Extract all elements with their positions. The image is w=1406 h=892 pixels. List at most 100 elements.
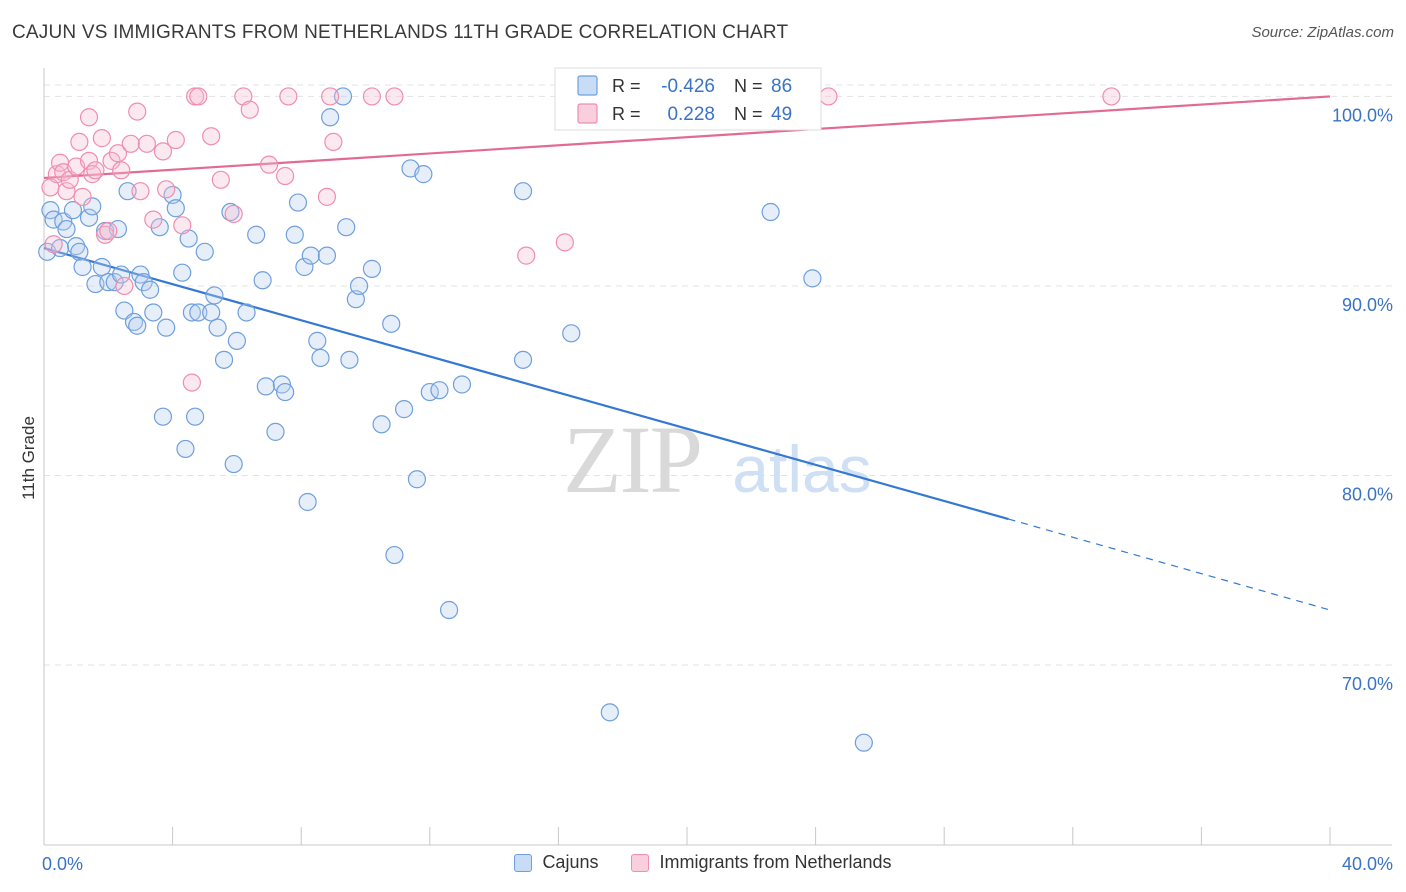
point-cajuns	[803, 269, 822, 288]
trend-lines	[43, 95, 1331, 611]
point-cajuns	[321, 108, 340, 127]
point-cajuns	[382, 314, 401, 333]
cajuns-r-value: -0.426	[661, 76, 715, 97]
point-cajuns	[144, 303, 163, 322]
point-netherlands	[102, 151, 121, 170]
gridlines	[44, 84, 1392, 666]
netherlands-r-value: 0.228	[667, 104, 715, 125]
point-cajuns	[166, 199, 185, 218]
point-cajuns	[288, 193, 308, 212]
point-cajuns	[430, 381, 449, 400]
point-cajuns	[128, 316, 147, 335]
point-cajuns	[237, 303, 256, 322]
point-cajuns	[266, 422, 285, 441]
point-cajuns	[92, 257, 111, 277]
trend-line-cajuns	[43, 246, 1009, 521]
point-cajuns	[140, 280, 160, 299]
point-cajuns	[600, 703, 619, 722]
point-cajuns	[854, 733, 873, 752]
point-cajuns	[79, 208, 99, 227]
series-netherlands	[41, 87, 1121, 392]
point-cajuns	[150, 218, 169, 237]
point-cajuns	[134, 273, 153, 292]
netherlands-n-value: 49	[771, 104, 792, 125]
point-cajuns	[333, 87, 353, 106]
legend-swatch-cajuns	[514, 853, 533, 872]
netherlands-r-label: R =	[612, 104, 641, 124]
point-cajuns	[298, 492, 317, 512]
point-cajuns	[224, 454, 243, 474]
point-netherlands	[182, 373, 201, 392]
stats-legend-box	[554, 67, 822, 131]
legend-item-cajuns: Cajuns	[514, 852, 598, 873]
point-cajuns	[407, 470, 427, 489]
point-cajuns	[394, 400, 414, 419]
point-cajuns	[205, 286, 224, 305]
axes	[43, 68, 1392, 846]
point-netherlands	[137, 134, 156, 153]
point-netherlands	[1102, 87, 1121, 106]
cajuns-n-value: 86	[771, 76, 792, 97]
point-cajuns	[105, 273, 124, 292]
point-cajuns	[173, 263, 192, 282]
point-cajuns	[118, 182, 137, 201]
point-cajuns	[372, 415, 391, 434]
watermark-atlas: atlas	[732, 432, 871, 506]
point-cajuns	[70, 242, 89, 261]
cajuns-swatch	[577, 75, 598, 96]
point-cajuns	[208, 318, 227, 337]
point-cajuns	[83, 197, 102, 216]
point-netherlands	[819, 87, 838, 106]
point-netherlands	[79, 108, 99, 127]
point-netherlands	[321, 87, 340, 106]
point-cajuns	[67, 237, 86, 256]
point-cajuns	[195, 242, 214, 261]
point-cajuns	[253, 271, 272, 290]
tick-labels: 70.0% 80.0% 90.0% 100.0% 0.0% 40.0%	[42, 105, 1393, 874]
point-cajuns	[276, 382, 295, 402]
point-cajuns	[439, 600, 459, 620]
netherlands-swatch	[577, 103, 598, 124]
point-netherlands	[73, 187, 92, 206]
point-cajuns	[301, 246, 320, 265]
point-cajuns	[41, 201, 60, 220]
trend-line-netherlands	[43, 95, 1331, 180]
trend-line-cajuns-extension	[1008, 518, 1331, 611]
point-cajuns	[182, 303, 201, 322]
point-netherlands	[224, 204, 243, 224]
point-cajuns	[349, 276, 369, 296]
point-cajuns	[153, 407, 173, 426]
point-cajuns	[562, 324, 581, 343]
point-netherlands	[153, 142, 173, 161]
point-cajuns	[256, 377, 275, 396]
chart-title: CAJUN VS IMMIGRANTS FROM NETHERLANDS 11T…	[12, 22, 789, 43]
point-netherlands	[189, 87, 208, 106]
stats-legend: R = -0.426 N = 86 R = 0.228 N = 49	[554, 67, 822, 131]
watermark: ZIP atlas	[563, 406, 872, 513]
legend-swatch-netherlands	[631, 853, 650, 872]
point-netherlands	[555, 233, 574, 252]
point-netherlands	[131, 182, 150, 201]
point-netherlands	[86, 161, 105, 180]
point-cajuns	[317, 246, 337, 265]
point-netherlands	[166, 130, 185, 150]
legend-label-cajuns: Cajuns	[542, 852, 599, 872]
point-cajuns	[247, 225, 266, 244]
x-tick-label-max: 40.0%	[1342, 854, 1393, 874]
point-netherlands	[276, 166, 295, 186]
point-cajuns	[362, 259, 382, 278]
point-cajuns	[221, 202, 240, 222]
point-cajuns	[340, 350, 359, 369]
point-cajuns	[452, 375, 472, 394]
watermark-zip: ZIP	[563, 406, 701, 513]
point-cajuns	[311, 348, 330, 368]
y-axis-label: 11th Grade	[19, 416, 38, 500]
point-cajuns	[414, 165, 433, 184]
point-netherlands	[115, 276, 134, 296]
point-cajuns	[157, 318, 176, 337]
point-netherlands	[128, 102, 147, 121]
point-cajuns	[385, 545, 404, 565]
point-cajuns	[285, 225, 304, 244]
point-netherlands	[385, 87, 404, 106]
